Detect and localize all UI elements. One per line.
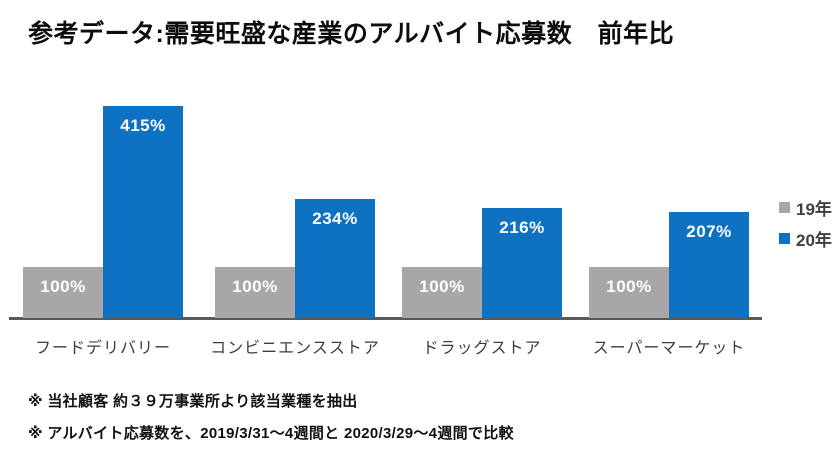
legend-item-19: 19年 [779,196,832,219]
x-axis-line [9,317,762,320]
category-label-0: フードデリバリー [34,340,171,357]
bar-19年-cat0: 100% [23,267,103,318]
legend-label-20: 20年 [796,230,832,250]
bar-value-label-20年-cat0: 415% [120,116,166,135]
footnote-1: ※ 当社顧客 約３９万事業所より該当業種を抽出 [28,393,358,410]
bar-20年-cat2: 216% [482,208,562,318]
bar-value-label-19年-cat0: 100% [40,277,86,296]
bar-19年-cat3: 100% [589,267,669,318]
legend: 19年 20年 [779,196,832,258]
legend-item-20: 20年 [779,227,832,250]
bar-19年-cat2: 100% [402,267,482,318]
bar-value-label-20年-cat3: 207% [686,222,732,241]
legend-swatch-19-icon [779,201,790,213]
legend-label-19: 19年 [796,199,832,219]
bar-value-label-19年-cat2: 100% [419,277,465,296]
chart-title: 参考データ:需要旺盛な産業のアルバイト応募数 前年比 [28,20,675,48]
footnote-2: ※ アルバイト応募数を、2019/3/31～4週間と 2020/3/29～4週間… [28,425,514,442]
legend-swatch-20-icon [779,232,790,244]
bar-20年-cat3: 207% [669,212,749,318]
bar-value-label-20年-cat1: 234% [312,209,358,228]
bar-value-label-19年-cat1: 100% [232,277,278,296]
bar-19年-cat1: 100% [215,267,295,318]
category-label-1: コンビニエンスストア [210,340,380,357]
bar-value-label-19年-cat3: 100% [606,277,652,296]
category-label-3: スーパーマーケット [592,340,746,357]
bar-20年-cat0: 415% [103,106,183,318]
bar-20年-cat1: 234% [295,199,375,318]
category-label-2: ドラッグストア [422,340,542,357]
bar-value-label-20年-cat2: 216% [499,218,545,237]
footnotes: ※ 当社顧客 約３９万事業所より該当業種を抽出 ※ アルバイト応募数を、2019… [28,390,514,454]
